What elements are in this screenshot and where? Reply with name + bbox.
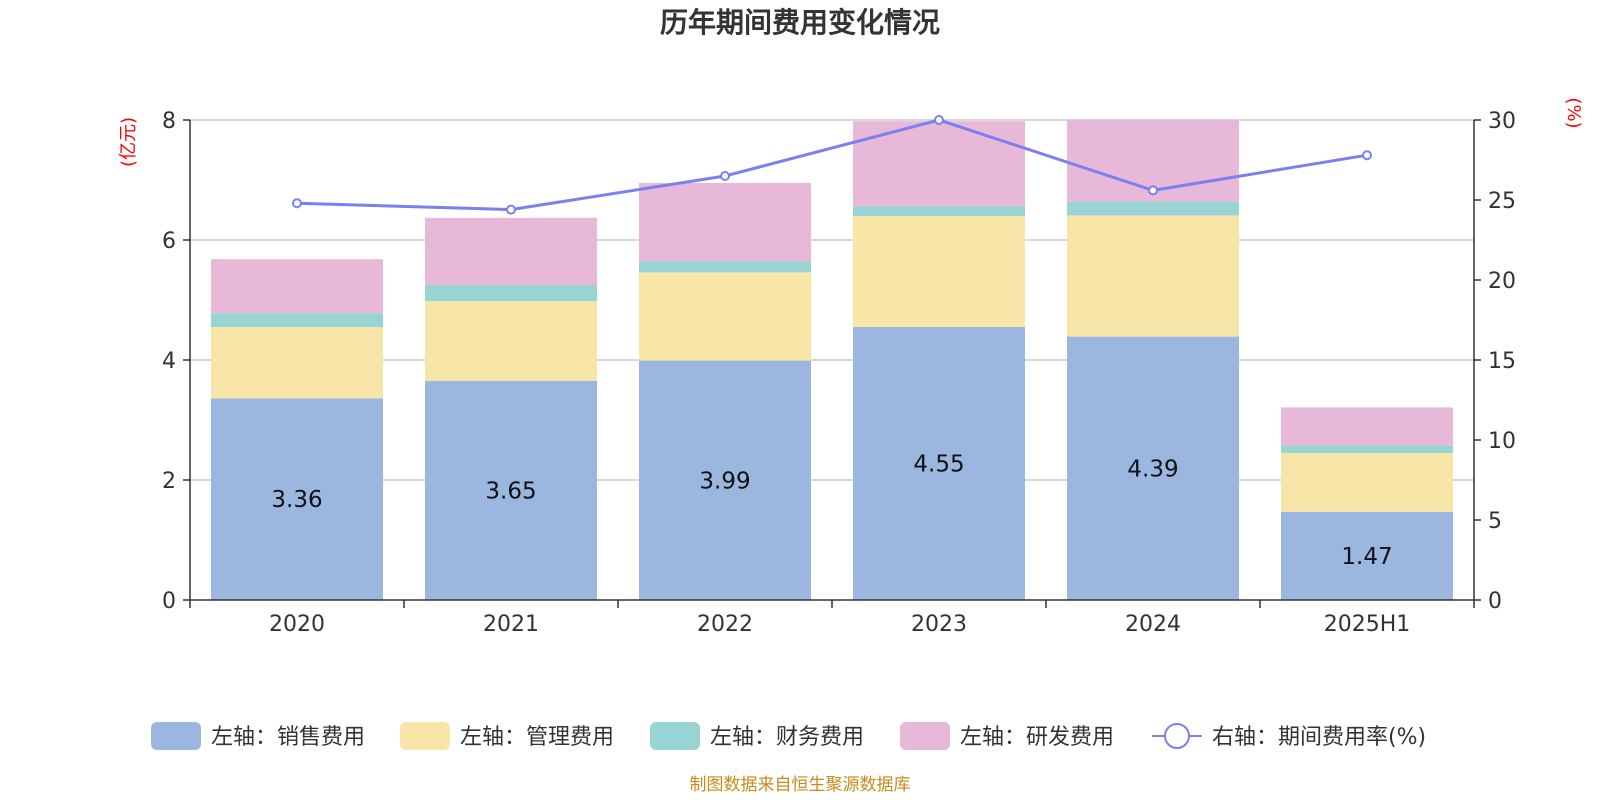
rate-point (720, 171, 730, 181)
bar-segment (853, 216, 1025, 327)
legend-label: 左轴：财务费用 (710, 725, 864, 750)
left-tick-label: 4 (162, 349, 176, 374)
rate-point (292, 198, 302, 209)
right-tick-label: 15 (1488, 349, 1516, 374)
legend-swatch (151, 722, 201, 750)
bar-segment (1281, 407, 1453, 446)
axes: 0 2 4 6 8 0 5 10 15 20 25 30 2020 2021 2022 2023 2024 202… (162, 109, 1516, 637)
bar-segment (425, 217, 597, 285)
chart-title: 历年期间费用变化情况 (660, 6, 940, 39)
data-label: 1.47 (1341, 544, 1392, 570)
bar-segment (639, 261, 811, 273)
data-label: 3.65 (485, 479, 536, 505)
source-note: 制图数据来自恒生聚源数据库 (690, 775, 911, 795)
left-tick-label: 2 (162, 469, 176, 494)
x-tick-label: 2023 (911, 612, 967, 637)
bar-segment (639, 360, 811, 600)
bar-segment (425, 285, 597, 302)
left-tick-label: 0 (162, 589, 176, 614)
bar-segment (1281, 445, 1453, 453)
left-tick-label: 8 (162, 109, 176, 134)
rate-line (292, 115, 1372, 215)
legend-label: 左轴：管理费用 (460, 725, 614, 750)
legend-label: 左轴：研发费用 (960, 725, 1114, 750)
legend-marker-icon (1164, 723, 1190, 749)
rate-point (506, 204, 516, 215)
right-tick-label: 0 (1488, 589, 1502, 614)
data-label: 4.39 (1127, 456, 1178, 482)
bar-segment (211, 259, 383, 314)
legend: 左轴：销售费用 左轴：管理费用 左轴：财务费用 左轴：研发费用 右轴：期间费用率(%) (151, 722, 1426, 750)
right-axis-unit: (%) (1563, 97, 1584, 128)
bar-segment (1067, 336, 1239, 600)
bars (211, 119, 1453, 600)
data-labels: 3.36 3.65 3.99 4.55 4.39 1.47 (271, 452, 1392, 570)
bar-segment (425, 381, 597, 600)
bar-segment (211, 327, 383, 399)
x-tick-label: 2024 (1125, 612, 1181, 637)
right-tick-label: 20 (1488, 269, 1516, 294)
bar-segment (853, 327, 1025, 600)
right-tick-label: 5 (1488, 509, 1502, 534)
x-tick-label: 2021 (483, 612, 539, 637)
bar-segment (639, 272, 811, 361)
data-label: 3.36 (271, 487, 322, 513)
bar-segment (1067, 201, 1239, 216)
bar-segment (853, 206, 1025, 216)
right-tick-label: 30 (1488, 109, 1516, 134)
legend-label: 右轴：期间费用率(%) (1212, 725, 1426, 750)
legend-swatch (900, 722, 950, 750)
x-tick-label: 2022 (697, 612, 753, 637)
bar-segment (425, 301, 597, 381)
legend-swatch (400, 722, 450, 750)
bar-segment (211, 313, 383, 327)
left-axis-unit: (亿元) (118, 117, 139, 167)
x-tick-label: 2025H1 (1324, 612, 1411, 637)
rate-point (1362, 150, 1372, 161)
x-tick-label: 2020 (269, 612, 325, 637)
data-label: 3.99 (699, 468, 750, 494)
legend-label: 左轴：销售费用 (211, 725, 365, 750)
rate-series-line (296, 118, 1368, 212)
rate-point (934, 115, 944, 125)
gridlines (190, 119, 1474, 481)
bar-segment (853, 121, 1025, 207)
right-tick-label: 10 (1488, 429, 1516, 454)
bar-segment (211, 398, 383, 600)
rate-point (1148, 185, 1158, 196)
legend-swatch (650, 722, 700, 750)
bar-segment (639, 183, 811, 262)
bar-segment (1281, 511, 1453, 600)
bar-segment (1281, 453, 1453, 512)
bar-segment (1067, 215, 1239, 337)
left-tick-label: 6 (162, 229, 176, 254)
right-tick-label: 25 (1488, 189, 1516, 214)
data-label: 4.55 (913, 452, 964, 478)
